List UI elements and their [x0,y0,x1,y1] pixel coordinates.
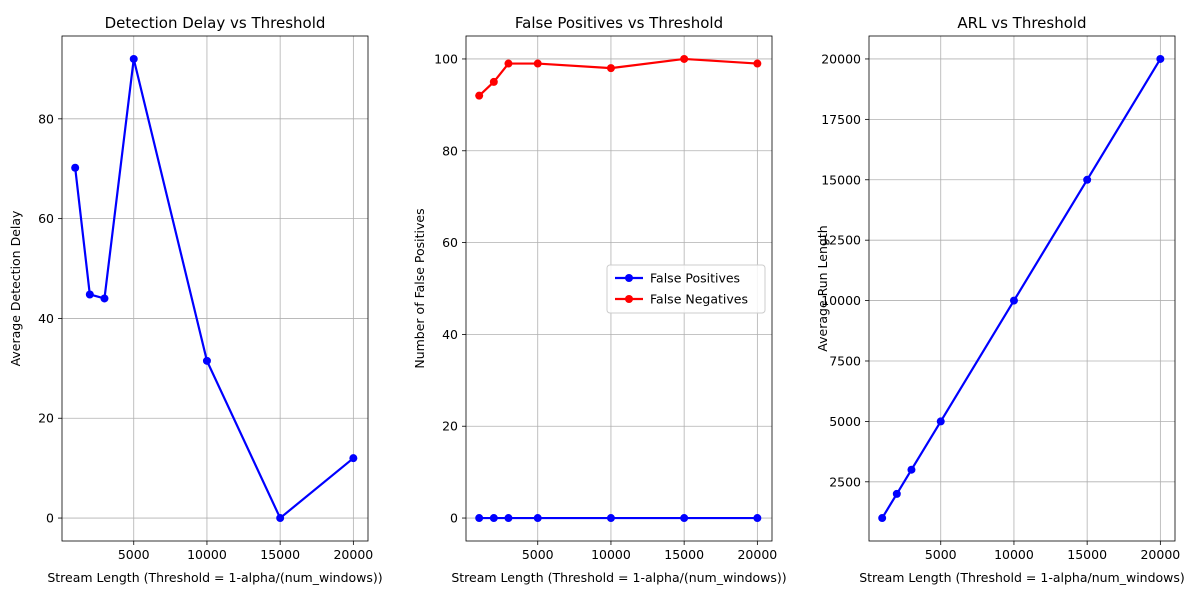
y-tick-label: 60 [38,211,54,226]
data-point [100,294,109,303]
series-line-2 [478,57,758,97]
plot-frame [868,35,1176,542]
data-point [1083,175,1092,184]
data-point [475,91,484,100]
data-point [202,356,211,365]
y-tick-label: 7500 [829,353,861,368]
y-tick-label: 17500 [821,112,861,127]
legend-label: False Negatives [650,292,748,307]
y-axis-label: Number of False Positives [412,208,427,368]
x-tick-label: 5000 [522,547,554,562]
data-point [129,54,138,63]
y-tick-label: 5000 [829,414,861,429]
y-tick-label: 80 [442,143,458,158]
x-tick-label: 15000 [1067,547,1107,562]
data-point [753,514,762,523]
data-point [489,77,498,86]
y-tick-label: 0 [450,511,458,526]
y-tick-label: 100 [434,51,458,66]
y-tick-label: 15000 [821,172,861,187]
chart-3: 5000 10000 15000 20000 2500 5000 7500 10000 1250… [815,14,1185,585]
data-point [892,489,901,498]
x-axis-label: Stream Length (Threshold = 1-alpha/(num_… [451,570,786,585]
data-point [606,514,615,523]
y-axis-label: Average Detection Delay [8,210,23,366]
data-point [85,290,94,299]
chart-2: 5000 10000 15000 20000 0 20 40 60 80 100 False Pos… [412,14,787,585]
y-tick-label: 2500 [829,474,861,489]
x-tick-label: 10000 [994,547,1034,562]
data-point [489,514,498,523]
data-point [606,64,615,73]
legend-marker [625,295,633,303]
x-axis-label: Stream Length (Threshold = 1-alpha/num_w… [859,570,1185,585]
y-tick-label: 0 [46,511,54,526]
data-point [504,59,513,68]
y-tick-label: 20000 [821,51,861,66]
chart-title: False Positives vs Threshold [515,14,723,32]
y-tick-label: 12500 [821,233,861,248]
data-point [533,514,542,523]
x-tick-label: 15000 [664,547,704,562]
data-point [71,163,80,172]
plot-frame [465,35,773,542]
plot-frame [61,35,369,542]
x-tick-label: 20000 [1140,547,1180,562]
chart-title: ARL vs Threshold [957,14,1086,32]
y-tick-label: 20 [442,419,458,434]
x-tick-label: 20000 [333,547,373,562]
data-point [680,54,689,63]
legend-label: False Positives [650,271,740,286]
x-tick-label: 5000 [925,547,957,562]
data-point [1009,296,1018,305]
y-tick-label: 80 [38,111,54,126]
data-point [753,59,762,68]
y-axis-label: Average Run Length [815,225,830,351]
data-point [680,514,689,523]
x-tick-label: 20000 [737,547,777,562]
series-line-1 [74,57,355,520]
legend-marker [625,274,633,282]
x-tick-label: 10000 [591,547,631,562]
x-axis-label: Stream Length (Threshold = 1-alpha/(num_… [47,570,382,585]
x-tick-label: 15000 [260,547,300,562]
x-tick-label: 10000 [187,547,227,562]
x-tick-label: 5000 [118,547,150,562]
legend-box [606,264,766,314]
y-tick-label: 40 [38,311,54,326]
data-point [276,514,285,523]
y-tick-label: 20 [38,411,54,426]
y-tick-label: 10000 [821,293,861,308]
data-point [504,514,513,523]
series-line-1 [881,58,1162,519]
data-point [936,417,945,426]
data-point [878,514,887,523]
chart-1: 5000 10000 15000 20000 0 20 40 60 80 Detection De… [8,14,383,585]
data-point [475,514,484,523]
chart-title: Detection Delay vs Threshold [105,14,326,32]
data-point [533,59,542,68]
data-point [349,454,358,463]
data-point [1156,54,1165,63]
y-tick-label: 40 [442,327,458,342]
y-tick-label: 60 [442,235,458,250]
data-point [907,465,916,474]
